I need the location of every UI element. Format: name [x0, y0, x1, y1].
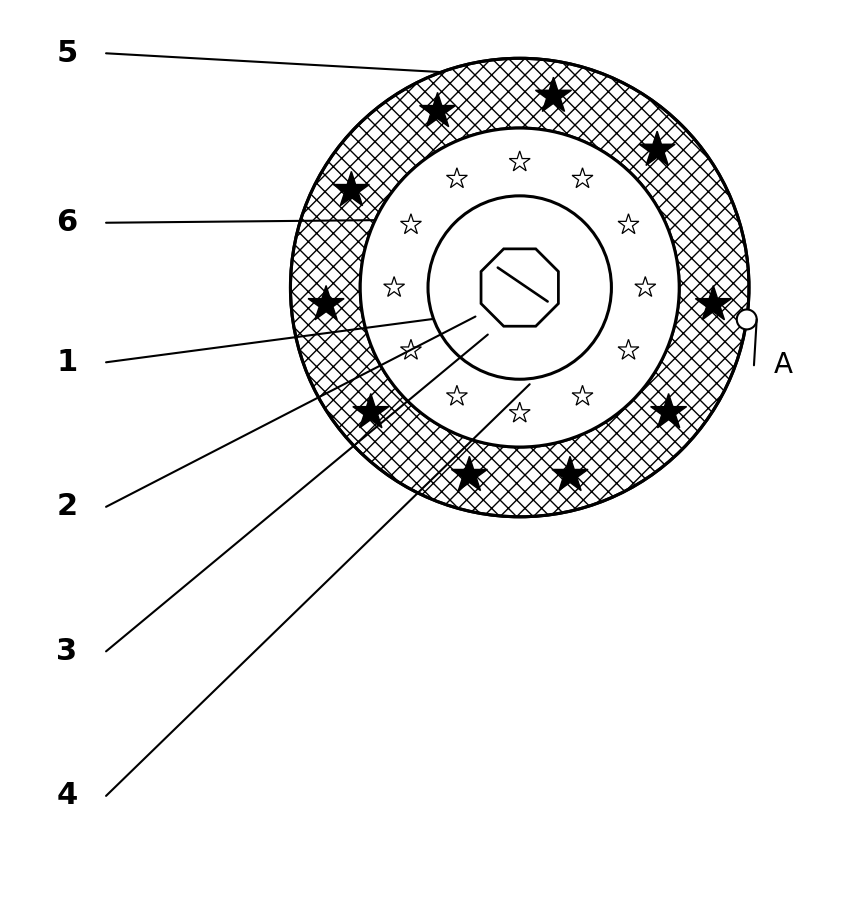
- Polygon shape: [384, 277, 405, 297]
- Text: 5: 5: [56, 39, 78, 68]
- Circle shape: [360, 128, 679, 447]
- Polygon shape: [618, 339, 639, 359]
- Polygon shape: [572, 385, 593, 405]
- Text: 1: 1: [56, 347, 78, 376]
- Circle shape: [428, 196, 611, 379]
- Text: 2: 2: [56, 493, 78, 522]
- Text: 4: 4: [56, 782, 78, 810]
- Polygon shape: [552, 456, 588, 491]
- Polygon shape: [696, 286, 731, 320]
- Polygon shape: [509, 151, 530, 171]
- Polygon shape: [419, 93, 456, 127]
- Polygon shape: [651, 394, 687, 428]
- Polygon shape: [446, 385, 468, 405]
- Polygon shape: [481, 249, 558, 327]
- Polygon shape: [353, 394, 389, 428]
- Polygon shape: [509, 402, 530, 422]
- Text: 3: 3: [56, 637, 78, 666]
- Text: 6: 6: [56, 209, 78, 238]
- Polygon shape: [308, 286, 344, 320]
- Circle shape: [737, 309, 757, 329]
- Circle shape: [291, 58, 749, 517]
- Circle shape: [360, 128, 679, 447]
- Polygon shape: [400, 339, 421, 359]
- Polygon shape: [618, 214, 639, 234]
- Polygon shape: [400, 214, 421, 234]
- Polygon shape: [639, 132, 675, 165]
- Text: A: A: [774, 351, 793, 379]
- Polygon shape: [635, 277, 656, 297]
- Polygon shape: [535, 77, 571, 112]
- Polygon shape: [446, 168, 468, 188]
- Polygon shape: [333, 171, 369, 206]
- Polygon shape: [572, 168, 593, 188]
- Polygon shape: [451, 456, 488, 491]
